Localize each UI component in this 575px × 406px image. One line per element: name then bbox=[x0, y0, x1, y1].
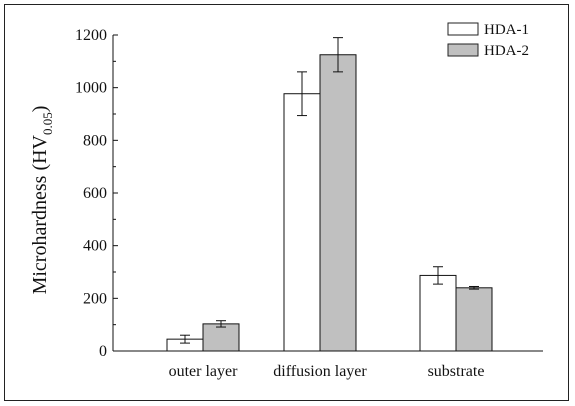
bar-hda-2-diffusion-layer bbox=[319, 54, 357, 352]
x-category-label: outer layer bbox=[169, 363, 239, 380]
y-axis-label-end: ) bbox=[29, 106, 51, 113]
y-tick-label: 800 bbox=[83, 132, 107, 149]
y-tick-label: 0 bbox=[99, 343, 107, 360]
y-ticks: 0 200 400 600 800 1000 1200 bbox=[75, 27, 118, 360]
y-tick-label: 1200 bbox=[75, 27, 107, 44]
legend-swatch-hda-2 bbox=[447, 43, 479, 57]
legend-label-hda-2: HDA-2 bbox=[484, 43, 529, 59]
legend-label-hda-1: HDA-1 bbox=[484, 22, 529, 38]
y-axis-label-main: Microhardness (HV bbox=[29, 134, 51, 294]
category-labels: outer layer diffusion layer substrate bbox=[169, 363, 485, 380]
legend: HDA-1 HDA-2 bbox=[447, 22, 529, 59]
x-category-label: substrate bbox=[428, 363, 485, 380]
bar-hda-1-diffusion-layer bbox=[283, 93, 321, 352]
y-axis-label-sub: 0.05 bbox=[40, 112, 55, 135]
bar-hda-2-outer-layer bbox=[202, 323, 240, 352]
bars-group bbox=[166, 37, 493, 352]
y-tick-label: 200 bbox=[83, 290, 107, 307]
bar-hda-1-substrate bbox=[419, 274, 457, 352]
y-tick-label: 1000 bbox=[75, 80, 107, 97]
y-axis-label: Microhardness (HV0.05) bbox=[29, 106, 55, 295]
x-category-label: diffusion layer bbox=[273, 363, 367, 380]
legend-swatch-hda-1 bbox=[447, 22, 479, 36]
bar-hda-2-substrate bbox=[455, 287, 493, 352]
y-tick-label: 400 bbox=[83, 238, 107, 255]
y-tick-label: 600 bbox=[83, 185, 107, 202]
